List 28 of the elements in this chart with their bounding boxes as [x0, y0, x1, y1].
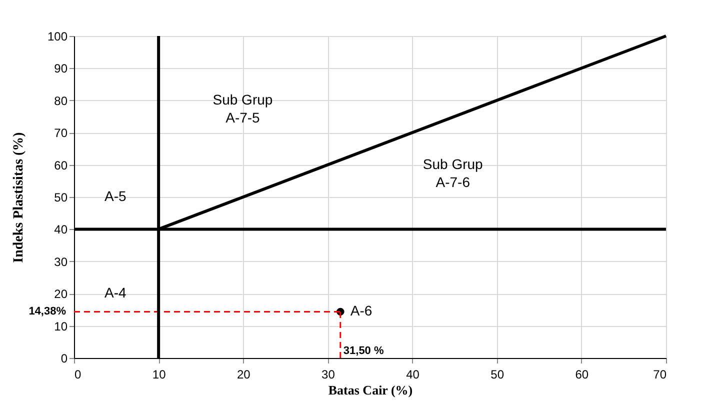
x-tick-label: 20 [236, 368, 251, 382]
annotation: 14,38% [28, 306, 66, 318]
x-tick-label: 10 [152, 368, 166, 382]
x-tick-label: 50 [490, 368, 504, 382]
y-tick-label: 0 [60, 352, 68, 366]
y-tick-label: 60 [54, 158, 68, 172]
y-tick-label: 80 [54, 94, 68, 108]
x-tick-label: 40 [406, 368, 420, 382]
y-tick-label: 10 [54, 319, 68, 334]
annotation: Sub Grup A-7-5 [212, 91, 273, 126]
x-tick-label: 0 [74, 368, 82, 382]
y-tick-label: 70 [54, 126, 68, 140]
x-axis-title: Batas Cair (%) [328, 382, 413, 398]
x-tick-label: 30 [322, 368, 336, 382]
y-tick-label: 40 [54, 222, 68, 237]
y-tick-label: 20 [54, 287, 68, 302]
annotation: 31,50 % [343, 345, 384, 357]
y-tick-label: 30 [54, 254, 68, 269]
annotation: A-5 [104, 188, 127, 204]
y-tick-label: 90 [54, 62, 68, 76]
series-label: A-6 [350, 302, 372, 319]
y-tick-label: 50 [54, 190, 68, 204]
y-tick-label: 100 [47, 30, 68, 44]
y-axis-title: Indeks Plastisitas (%) [11, 132, 26, 263]
x-tick-label: 60 [575, 368, 589, 382]
annotation: A-4 [104, 284, 127, 301]
annotation: Sub Grup A-7-6 [422, 156, 484, 190]
x-tick-label: 70 [653, 368, 667, 382]
